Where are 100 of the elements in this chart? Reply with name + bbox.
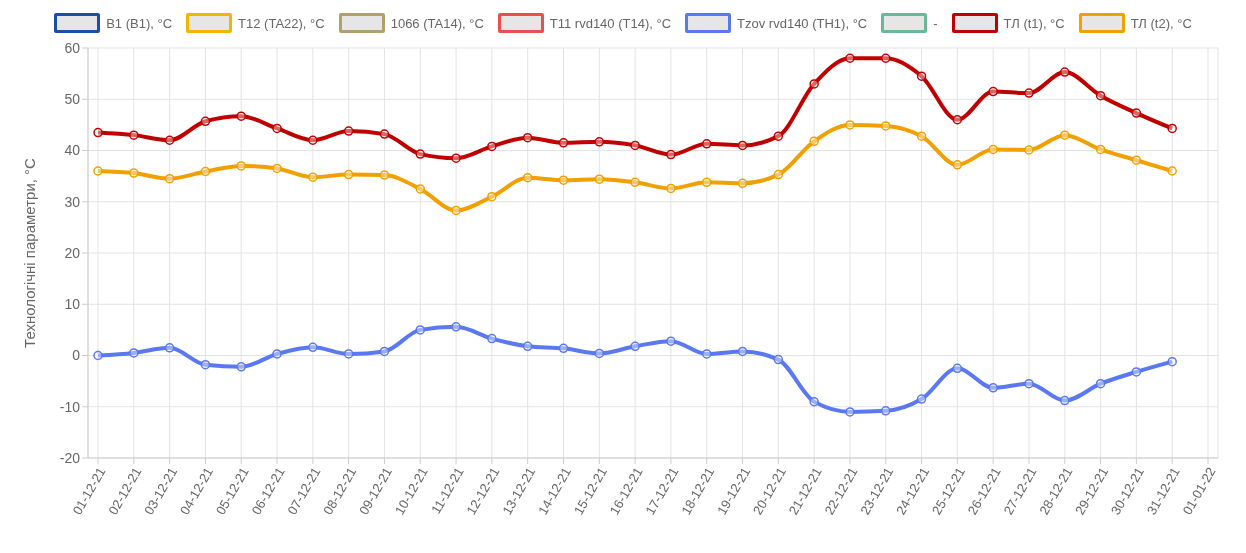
point [308, 172, 318, 182]
point [773, 131, 784, 141]
point [630, 140, 640, 151]
point [522, 172, 533, 183]
point [200, 166, 211, 177]
point [415, 149, 426, 159]
y-tick-label: -20 [59, 449, 81, 466]
point [236, 111, 246, 121]
y-tick-label: 60 [64, 39, 81, 56]
point [129, 348, 139, 358]
point [1024, 88, 1034, 98]
point [845, 407, 855, 417]
point [701, 349, 712, 359]
point [164, 173, 175, 184]
point [737, 346, 748, 357]
point [379, 346, 390, 357]
point [200, 116, 211, 127]
point [379, 170, 390, 180]
point [701, 139, 712, 149]
y-tick-label: 50 [64, 91, 81, 108]
point [415, 184, 426, 194]
point [1167, 166, 1177, 176]
point [845, 120, 855, 130]
point [630, 341, 640, 352]
y-tick-label: 0 [72, 347, 81, 364]
legend-label: T11 rvd140 (T14), °C [549, 15, 672, 31]
point [451, 153, 461, 163]
point [773, 169, 784, 180]
point [666, 183, 676, 194]
point [880, 53, 891, 63]
point [129, 130, 139, 140]
point [93, 350, 103, 361]
point [809, 79, 819, 89]
point [1167, 123, 1177, 134]
point [1024, 145, 1034, 155]
point [1131, 155, 1142, 165]
point [200, 359, 211, 370]
point [809, 396, 819, 407]
y-axis-title: Технологічні параметри, °C [21, 157, 39, 348]
legend-label: - [933, 15, 938, 31]
point [666, 336, 676, 346]
point [1167, 356, 1177, 367]
point [988, 86, 998, 97]
point [308, 342, 318, 353]
point [594, 137, 605, 147]
point [1095, 90, 1106, 101]
point [272, 163, 282, 174]
point [129, 168, 139, 178]
point [487, 333, 497, 344]
point [451, 322, 461, 332]
point [737, 178, 748, 189]
point [988, 383, 998, 393]
point [343, 349, 354, 359]
point [1060, 130, 1070, 140]
point [522, 132, 533, 143]
point [558, 138, 569, 148]
legend-label: Tzov rvd140 (TH1), °C [737, 15, 868, 31]
point [487, 141, 497, 152]
point [773, 354, 784, 365]
point [594, 348, 605, 359]
point [666, 149, 676, 160]
point [487, 191, 497, 202]
legend-label: B1 (B1), °C [106, 15, 173, 31]
point [558, 343, 569, 354]
point [415, 325, 426, 335]
point [236, 362, 246, 372]
point [236, 161, 246, 171]
point [701, 177, 712, 188]
point [952, 363, 963, 374]
point [1131, 367, 1142, 377]
legend-label: 1066 (TA14), °C [390, 15, 484, 31]
point [272, 349, 282, 359]
point [916, 71, 927, 81]
point [845, 53, 855, 63]
point [880, 406, 891, 416]
point [164, 135, 175, 145]
legend-label: ТЛ (t1), °C [1003, 15, 1065, 31]
point [93, 127, 103, 138]
point [379, 129, 390, 139]
point [1095, 144, 1106, 155]
point [558, 175, 569, 185]
point [952, 160, 963, 170]
point [93, 166, 103, 176]
point [952, 115, 963, 125]
point [809, 136, 819, 147]
point [308, 135, 318, 145]
point [630, 177, 640, 188]
point [1131, 108, 1142, 118]
point [1095, 378, 1106, 389]
point [1060, 67, 1070, 77]
point [988, 144, 998, 155]
point [451, 205, 461, 216]
y-tick-label: 30 [64, 193, 81, 210]
point [343, 169, 354, 180]
point [737, 140, 748, 151]
point [1024, 378, 1034, 389]
point [343, 126, 354, 136]
point [916, 131, 927, 141]
point [522, 341, 533, 352]
point [594, 174, 605, 184]
